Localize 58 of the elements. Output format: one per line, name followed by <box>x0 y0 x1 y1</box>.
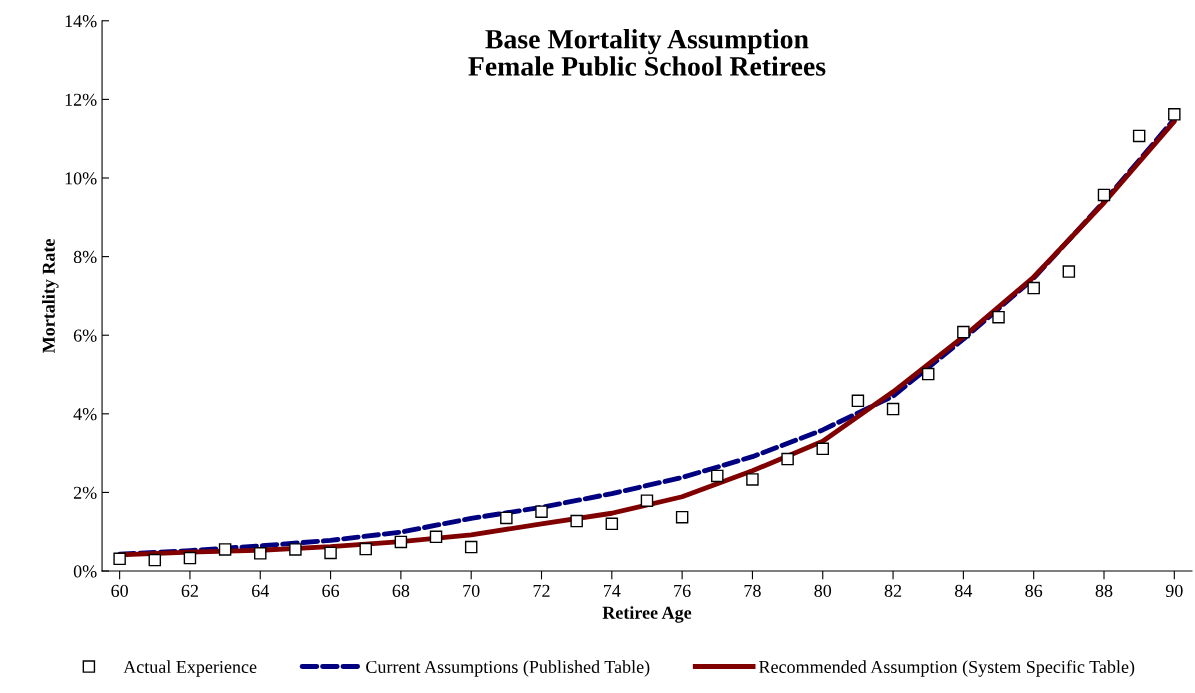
x-tick-label: 88 <box>1095 584 1113 597</box>
x-tick-label: 82 <box>884 584 902 597</box>
point <box>535 505 548 518</box>
point <box>324 546 337 560</box>
point <box>218 543 232 556</box>
point <box>1168 108 1181 121</box>
x-tick-label: 78 <box>744 584 761 597</box>
y-tick-label: 8% <box>73 250 97 264</box>
point <box>1027 281 1040 295</box>
point <box>570 514 583 528</box>
text: Base Mortality Assumption Female Public School Retirees <box>468 29 826 76</box>
point <box>183 551 197 565</box>
point <box>148 553 162 567</box>
x-tick-label: 60 <box>111 584 128 597</box>
point <box>464 540 478 554</box>
y-tick-label: 4% <box>73 408 97 421</box>
point <box>957 325 970 339</box>
legend-label: Current Assumptions (Published Table) <box>366 660 650 677</box>
y-tick-label: 12% <box>65 93 97 106</box>
point <box>359 542 372 556</box>
point <box>289 543 302 556</box>
legend-label: Recommended Assumption (System Specific Table) <box>759 660 1135 677</box>
x-tick-label: 90 <box>1165 584 1183 597</box>
point <box>675 510 689 524</box>
x-tick-label: 80 <box>814 584 832 597</box>
x-tick-label: 74 <box>603 584 621 597</box>
point <box>1097 188 1111 202</box>
point <box>640 494 654 507</box>
x-tick-label: 84 <box>955 584 973 597</box>
point <box>394 535 408 549</box>
x-tick-label: 70 <box>463 584 480 597</box>
point <box>781 452 794 466</box>
point <box>500 511 513 525</box>
point <box>886 402 900 416</box>
point <box>1132 129 1146 143</box>
y-tick-label: 6% <box>73 329 97 342</box>
y-tick-label: 0% <box>73 565 97 578</box>
x-tick-label: 86 <box>1025 584 1043 597</box>
point <box>605 517 619 531</box>
x-tick-label: 72 <box>533 584 550 597</box>
point <box>851 394 865 408</box>
x-tick-label: 76 <box>674 584 691 597</box>
x-tick-label: 62 <box>181 584 198 597</box>
x-axis-title: Retiree Age <box>602 606 692 623</box>
x-tick-label: 64 <box>252 584 269 597</box>
point <box>113 552 126 566</box>
point <box>254 547 267 560</box>
point <box>921 367 935 381</box>
y-tick-label: 10% <box>65 172 97 185</box>
legend-label: Actual Experience <box>123 660 257 677</box>
y-tick-label: 14% <box>65 15 97 28</box>
x-tick-label: 66 <box>322 584 340 597</box>
y-axis-title: Mortality Rate <box>42 238 59 354</box>
x-tick-label: 68 <box>392 584 410 597</box>
point <box>711 469 724 483</box>
point <box>429 530 443 544</box>
y-tick-label: 2% <box>73 486 97 499</box>
point <box>1062 265 1076 278</box>
